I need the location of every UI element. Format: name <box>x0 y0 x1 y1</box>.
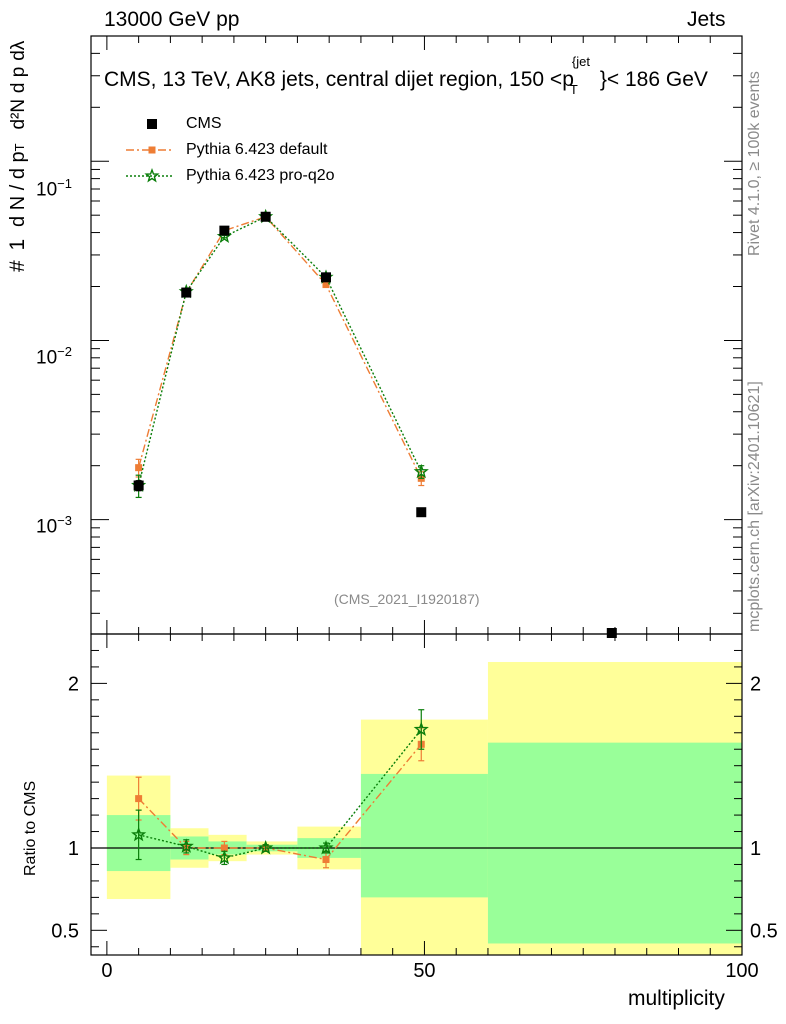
main-panel-series <box>131 208 617 638</box>
analysis-watermark: (CMS_2021_I1920187) <box>334 591 480 607</box>
data-point <box>606 628 617 638</box>
main-ytick-label: 10−1 <box>36 176 72 201</box>
ratio-uncertainty-bands <box>106 661 742 955</box>
plot-title: CMS, 13 TeV, AK8 jets, central dijet reg… <box>104 54 708 97</box>
ratio-point <box>318 840 334 855</box>
header-category: Jets <box>687 8 726 31</box>
ratio-point <box>413 721 429 736</box>
ratio-point <box>131 826 147 842</box>
legend-label-default: Pythia 6.423 default <box>186 141 328 158</box>
ratio-ytick-label-left: 1 <box>68 838 79 860</box>
series-line <box>137 215 422 479</box>
plot-title-sub: T <box>569 82 578 97</box>
ratio-band-inner <box>360 773 488 898</box>
xtick-label: 50 <box>413 960 435 982</box>
main-ytick-label: 10−2 <box>36 344 72 369</box>
header-process: 13000 GeV pp <box>104 8 240 31</box>
ratio-series-line <box>138 729 422 859</box>
main-ytick-label: 10−3 <box>36 513 72 538</box>
legend-marker-proq2o <box>144 168 160 183</box>
data-point <box>181 287 192 298</box>
ratio-ytick-label-left: 2 <box>68 673 79 695</box>
ratio-point <box>216 849 232 865</box>
data-point <box>416 507 427 518</box>
ratio-point <box>258 840 274 855</box>
legend-marker-cms <box>147 119 157 129</box>
plot-title-sup: {jet <box>571 54 590 69</box>
data-point <box>322 281 330 289</box>
legend-markers <box>126 119 174 183</box>
data-point <box>133 480 144 491</box>
data-point <box>413 463 429 479</box>
axes-frames-ticks <box>90 35 743 956</box>
ratio-ytick-label-right: 0.5 <box>750 920 778 942</box>
main-panel-frame <box>90 35 743 635</box>
ratio-band-inner <box>487 742 742 944</box>
ratio-point <box>135 795 143 803</box>
ratio-panel-series <box>131 709 429 869</box>
legend-marker-default <box>148 146 156 154</box>
ratio-ytick-label-left: 0.5 <box>51 920 79 942</box>
ratio-point <box>322 856 330 864</box>
ratio-point <box>178 838 194 853</box>
x-axis-label: multiplicity <box>628 987 725 1010</box>
ratio-panel-frame <box>90 633 743 956</box>
data-point <box>135 464 143 472</box>
plot-title-tail: }< 186 GeV <box>599 68 708 91</box>
ratio-and-x-tick-labels: 0.5 0.5 1 1 2 2 0 50 100 <box>51 673 778 982</box>
xtick-label: 0 <box>101 960 112 982</box>
ratio-ytick-label-right: 2 <box>750 673 761 695</box>
ratio-ytick-label-right: 1 <box>750 838 761 860</box>
data-point <box>219 225 230 236</box>
data-point <box>320 272 331 283</box>
plot-title-main: CMS, 13 TeV, AK8 jets, central dijet reg… <box>104 68 574 91</box>
legend-label-proq2o: Pythia 6.423 pro-q2o <box>186 167 335 184</box>
legend-label-cms: CMS <box>186 115 222 132</box>
data-point <box>260 211 271 222</box>
xtick-label: 100 <box>725 960 758 982</box>
ratio-point <box>220 844 228 852</box>
series-line <box>137 215 422 486</box>
